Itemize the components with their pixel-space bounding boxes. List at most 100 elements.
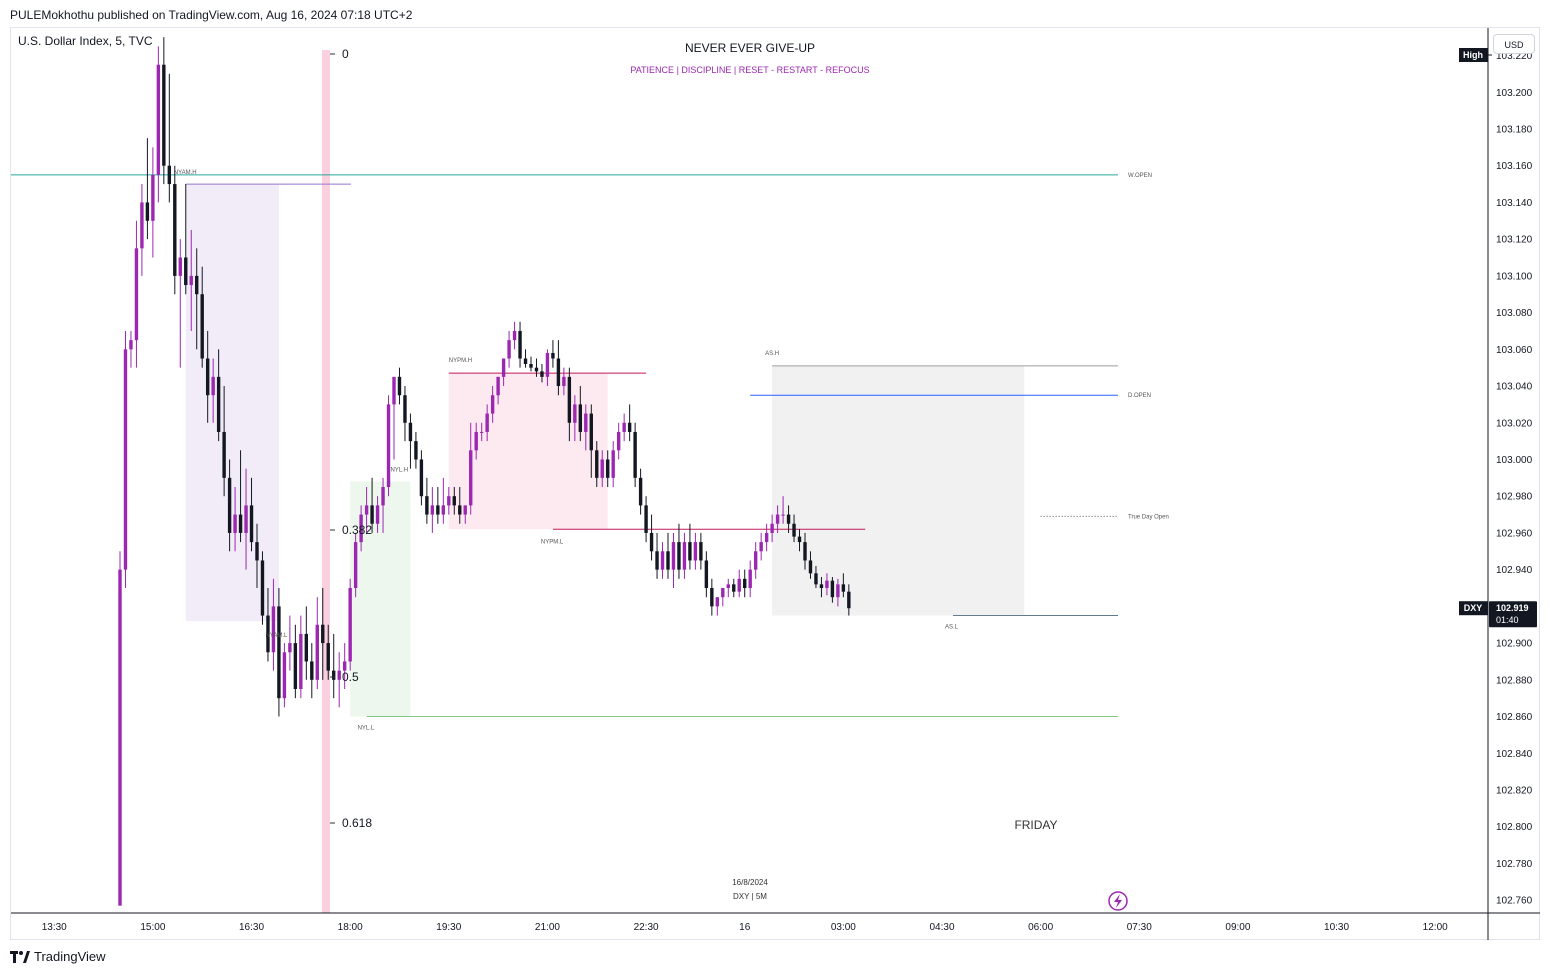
y-tick-6: 103.100 xyxy=(1496,271,1533,282)
nyam-session-box xyxy=(185,184,279,622)
candle-39 xyxy=(332,633,336,699)
candle-body xyxy=(397,376,402,396)
candle-body xyxy=(611,450,615,478)
lightning-icon-ring xyxy=(1108,891,1128,911)
candle-96 xyxy=(644,496,648,543)
candle-body xyxy=(211,376,215,396)
candle-131 xyxy=(836,578,840,607)
x-tick-4: 19:30 xyxy=(436,922,461,933)
candle-body xyxy=(540,371,544,377)
candle-2 xyxy=(129,330,133,368)
candle-80 xyxy=(556,340,561,396)
candle-110 xyxy=(721,588,725,607)
candle-body xyxy=(216,376,221,432)
candle-90 xyxy=(611,441,615,488)
nypm-high-label: NYPM.H xyxy=(449,358,472,364)
candle-body xyxy=(764,532,769,543)
y-tick-1: 103.200 xyxy=(1496,88,1533,99)
watermark-info: DXY | 5M xyxy=(733,892,767,901)
candle-body xyxy=(479,431,484,433)
x-tick-11: 07:30 xyxy=(1127,922,1152,933)
candle-body xyxy=(184,257,188,286)
candle-body xyxy=(238,514,243,533)
candle-78 xyxy=(545,349,550,387)
candle-61 xyxy=(452,487,456,515)
symbol-tag-text: DXY xyxy=(1464,603,1483,613)
x-tick-1: 15:00 xyxy=(140,922,165,933)
currency-button[interactable]: USD xyxy=(1493,34,1535,54)
candle-124 xyxy=(797,529,802,552)
candle-body xyxy=(512,330,517,341)
candle-body xyxy=(271,606,276,653)
candle-7 xyxy=(156,46,161,203)
candle-body xyxy=(266,615,270,653)
candle-body xyxy=(403,395,407,423)
candle-106 xyxy=(699,532,703,570)
as-high-label: AS.H xyxy=(765,351,779,357)
candle-body xyxy=(145,202,150,221)
candle-body xyxy=(151,174,155,221)
candle-body xyxy=(836,584,840,598)
candle-34 xyxy=(304,606,309,680)
symbol-tag-bg xyxy=(1459,601,1488,616)
y-tick-12: 102.980 xyxy=(1496,492,1533,503)
x-tick-2: 16:30 xyxy=(239,922,264,933)
candle-body xyxy=(140,202,144,249)
candle-body xyxy=(638,477,643,506)
y-tick-22: 102.780 xyxy=(1496,859,1533,870)
candle-body xyxy=(342,661,347,671)
candle-24 xyxy=(249,477,254,552)
candle-body xyxy=(200,294,204,359)
y-tick-0: 103.220 xyxy=(1496,51,1533,62)
price-tag: DXY 102.919 01:40 xyxy=(1459,601,1537,628)
candle-body xyxy=(847,591,851,609)
candle-81 xyxy=(562,367,566,396)
candle-104 xyxy=(688,523,692,570)
candle-body xyxy=(255,542,259,561)
candle-8 xyxy=(162,37,166,185)
candle-17 xyxy=(211,358,215,423)
candle-body xyxy=(353,542,358,589)
candle-body xyxy=(326,643,330,671)
candle-130 xyxy=(830,576,835,603)
candle-body xyxy=(167,165,172,185)
x-tick-5: 21:00 xyxy=(535,922,560,933)
candle-19 xyxy=(222,386,226,497)
candle-85 xyxy=(584,404,588,451)
candle-body xyxy=(507,340,511,359)
chart-frame xyxy=(10,27,1540,940)
lightning-icon[interactable] xyxy=(1108,891,1128,911)
candle-16 xyxy=(205,330,210,423)
candle-0 xyxy=(118,551,122,906)
candle-body xyxy=(595,450,599,478)
candle-body xyxy=(523,358,528,365)
candle-body xyxy=(721,588,725,598)
candle-22 xyxy=(238,450,243,543)
candle-body xyxy=(786,514,791,524)
candle-body xyxy=(726,584,730,589)
candle-body xyxy=(797,536,802,543)
candle-body xyxy=(447,496,451,506)
candle-127 xyxy=(814,565,818,589)
candle-body xyxy=(682,542,687,570)
candle-body xyxy=(819,584,824,589)
candle-body xyxy=(660,551,665,570)
candle-body xyxy=(792,523,796,537)
candle-body xyxy=(359,514,363,543)
candle-119 xyxy=(770,514,774,543)
candle-94 xyxy=(633,422,637,488)
y-tick-9: 103.040 xyxy=(1496,382,1533,393)
tradingview-logo[interactable]: TradingView xyxy=(10,949,106,964)
candle-body xyxy=(556,358,561,387)
y-tick-7: 103.080 xyxy=(1496,308,1533,319)
watermark-date: 16/8/2024 xyxy=(732,878,768,887)
candle-107 xyxy=(704,551,709,598)
candle-body xyxy=(233,514,237,533)
candle-13 xyxy=(189,229,193,331)
tradingview-logo-text: TradingView xyxy=(34,949,106,964)
candle-129 xyxy=(825,573,829,596)
candle-132 xyxy=(841,573,846,598)
candle-5 xyxy=(145,138,150,240)
x-tick-6: 22:30 xyxy=(634,922,659,933)
